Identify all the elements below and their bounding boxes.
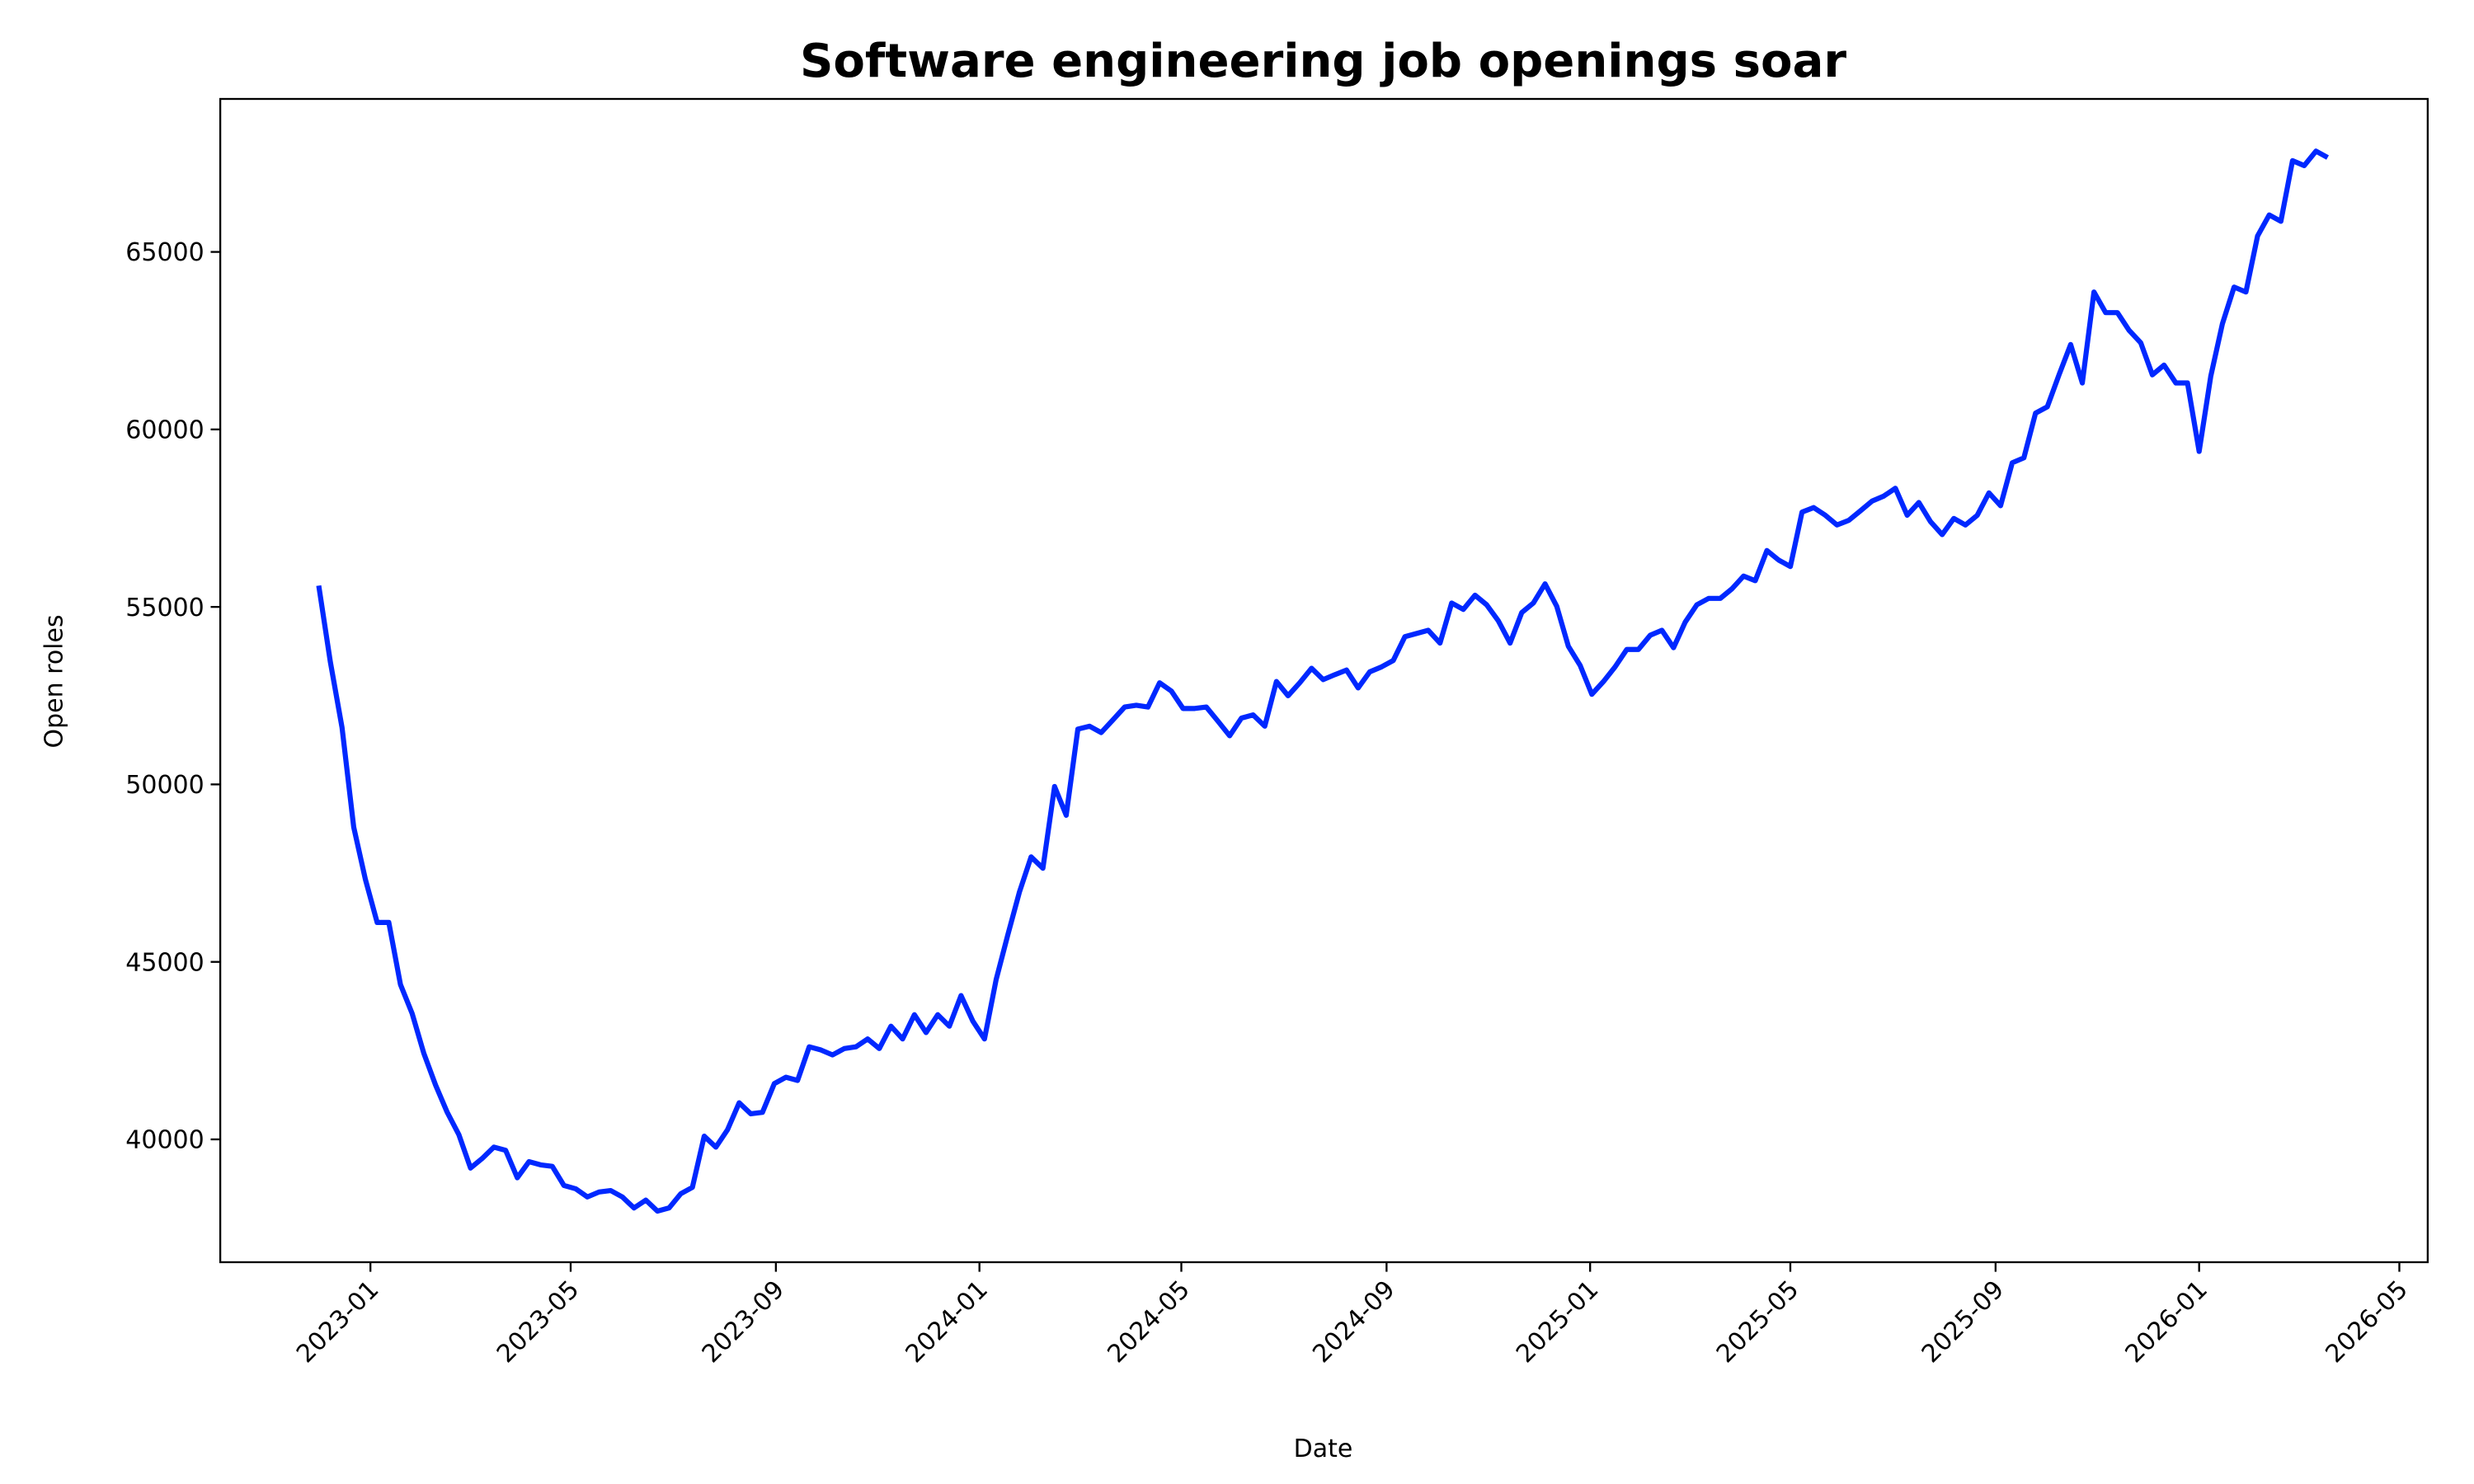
chart-title: Software engineering job openings soar <box>800 35 1846 88</box>
y-tick-label: 60000 <box>125 416 204 445</box>
plot-frame <box>219 97 2429 1264</box>
series-line <box>316 148 2330 1214</box>
x-tick-label: 2026-01 <box>2120 1275 2213 1369</box>
x-tick-label: 2024-09 <box>1307 1275 1400 1369</box>
x-tick-label: 2025-01 <box>1511 1275 1604 1369</box>
x-tick-label: 2026-05 <box>2320 1275 2413 1369</box>
x-axis-label: Date <box>1294 1435 1353 1463</box>
y-tick-label: 65000 <box>125 238 204 267</box>
x-tick-label: 2025-09 <box>1917 1275 2010 1369</box>
x-tick-label: 2025-05 <box>1711 1275 1804 1369</box>
x-tick-label: 2024-05 <box>1102 1275 1195 1369</box>
x-tick-label: 2023-09 <box>697 1275 790 1369</box>
y-tick-label: 50000 <box>125 771 204 800</box>
y-axis-label: Open roles <box>40 614 68 748</box>
y-axis: 40000 45000 50000 55000 60000 65000 <box>125 238 221 1155</box>
y-tick-label: 40000 <box>125 1126 204 1155</box>
y-tick-label: 55000 <box>125 594 204 622</box>
x-tick-label: 2024-01 <box>901 1275 994 1369</box>
x-tick-label: 2023-05 <box>492 1275 585 1369</box>
y-tick-label: 45000 <box>125 948 204 977</box>
x-tick-label: 2023-01 <box>291 1275 384 1369</box>
x-axis: 2023-01 2023-05 2023-09 2024-01 2024-05 2024-… <box>291 1261 2414 1369</box>
